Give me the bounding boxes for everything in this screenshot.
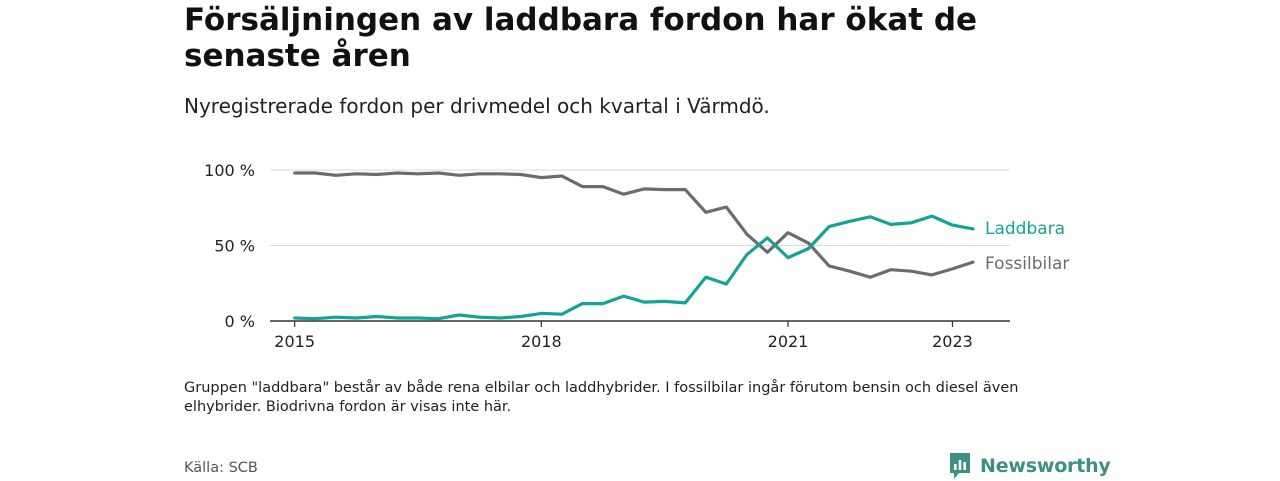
series-line-fossilbilar (293, 171, 975, 279)
label-layer: 0 % 50 % 100 % 2015 2018 2021 2023 Fossilbilar L… (204, 161, 1069, 351)
x-tick-label: 2021 (768, 332, 809, 351)
series-label-fossilbilar: Fossilbilar (985, 254, 1069, 274)
brand-logo: Newsworthy (948, 451, 1111, 481)
line-chart: 0 % 50 % 100 % 2015 2018 2021 2023 Fossilbilar L… (204, 161, 1069, 351)
x-tick-label: 2023 (932, 332, 973, 351)
series-line-laddbara (293, 214, 975, 321)
series-label-laddbara: Laddbara (985, 219, 1065, 239)
y-tick-label: 0 % (225, 312, 255, 331)
series-layer (293, 171, 975, 321)
grid-layer (270, 169, 1010, 246)
axis-layer (270, 320, 1010, 327)
x-tick-label: 2015 (274, 332, 315, 351)
source-label: Källa: SCB (184, 460, 258, 476)
footnote: Gruppen "laddbara" består av både rena e… (184, 380, 1019, 415)
chart-subtitle: Nyregistrerade fordon per drivmedel och … (184, 94, 770, 118)
y-tick-label: 100 % (204, 161, 255, 180)
chart-title: Försäljningen av laddbara fordon har öka… (184, 2, 978, 74)
brand-name: Newsworthy (980, 455, 1111, 477)
y-tick-label: 50 % (214, 237, 255, 256)
newsworthy-logo-icon (950, 453, 970, 479)
x-tick-label: 2018 (521, 332, 562, 351)
